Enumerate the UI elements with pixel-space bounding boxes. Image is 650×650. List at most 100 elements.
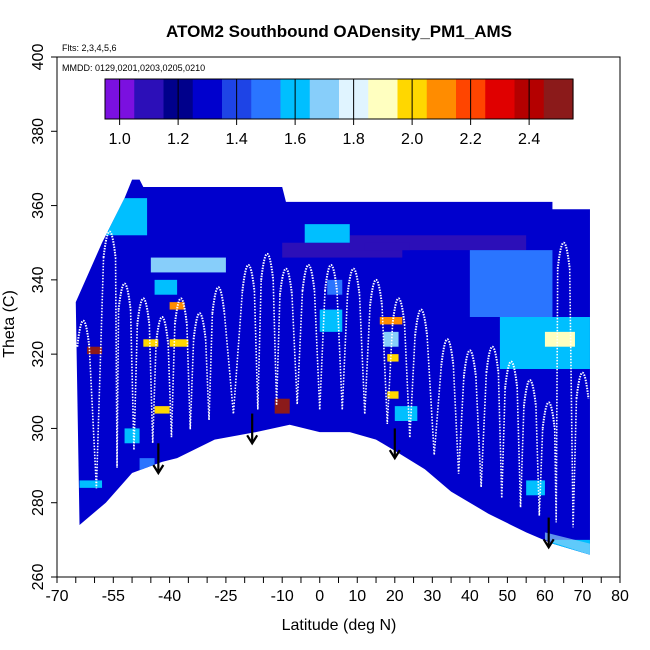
colorbar-tick-label: 2.0	[401, 131, 423, 148]
flight-track-segment	[336, 290, 349, 410]
flight-track-segment	[541, 401, 556, 429]
colorbar-tick-label: 2.4	[518, 131, 540, 148]
flight-track-segment	[575, 372, 590, 399]
flight-track-segment	[313, 290, 326, 410]
x-tick-label: -55	[102, 588, 125, 605]
flight-track-segment	[192, 312, 207, 340]
flight-track-segment	[323, 264, 338, 292]
colorbar-swatch	[426, 79, 457, 119]
arrow-layer	[152, 413, 555, 550]
y-tick-label: 400	[30, 44, 47, 71]
heatmap-cell	[154, 406, 170, 414]
colorbar-swatch	[309, 79, 340, 119]
x-tick-label: 60	[536, 588, 554, 605]
heatmap-cell	[304, 224, 350, 243]
flight-track-segment	[485, 346, 500, 373]
arrow-head-icon	[152, 464, 165, 476]
y-tick-label: 360	[30, 192, 47, 219]
colorbar-swatch	[368, 79, 399, 119]
x-tick-label: -10	[271, 588, 294, 605]
y-tick-label: 260	[30, 564, 47, 591]
flight-track-segment	[148, 324, 157, 444]
heatmap-cell	[387, 354, 399, 362]
heatmap-cell	[364, 242, 410, 251]
flight-track-segment	[535, 406, 544, 516]
flight-track-segment	[440, 338, 455, 366]
heatmap-cell	[394, 406, 418, 421]
x-tick-label: -70	[45, 588, 68, 605]
y-tick-label: 280	[30, 489, 47, 516]
flight-track-segment	[88, 257, 105, 489]
flight-track-segment	[497, 372, 506, 499]
flight-track-segment	[155, 316, 170, 344]
colorbar-swatch	[543, 79, 574, 119]
heatmap-cell	[87, 346, 103, 355]
colorbar-swatch	[485, 79, 516, 119]
heatmap-cell	[274, 398, 290, 414]
colorbar-swatch	[251, 79, 282, 119]
heatmap-cell	[327, 279, 343, 295]
heatmap-cell	[544, 331, 575, 347]
flight-track	[76, 230, 590, 528]
x-axis-label: Latitude (deg N)	[282, 617, 397, 634]
heatmap-cell	[79, 480, 103, 488]
flight-track-segment	[136, 297, 151, 325]
flight-track-segment	[414, 308, 429, 336]
x-tick-label: 10	[348, 588, 366, 605]
flights-subtitle: Flts: 2,3,4,5,6	[62, 43, 117, 53]
colorbar-swatch	[192, 79, 223, 119]
heatmap-cell	[379, 317, 403, 325]
x-tick-label: 0	[315, 588, 324, 605]
heatmap-cell	[169, 339, 189, 347]
colorbar-frame	[104, 78, 574, 120]
heatmap-cell	[383, 331, 399, 347]
y-tick-label: 320	[30, 341, 47, 368]
colorbar-tick-label: 1.8	[343, 131, 365, 148]
flight-track-segment	[278, 268, 293, 295]
flight-track-segment	[369, 279, 384, 306]
heatmap-cell	[143, 339, 159, 347]
y-axis: 260 280 300 320 340 360 380 400	[30, 44, 57, 591]
x-tick-label: 70	[574, 588, 592, 605]
y-axis-label: Theta (C)	[1, 290, 18, 358]
flight-track-segment	[426, 335, 443, 456]
flight-track-segment	[504, 360, 519, 388]
chart-title: ATOM2 Southbound OADensity_PM1_AMS	[166, 22, 512, 41]
arrow-head-icon	[246, 434, 259, 446]
flight-track-segment	[381, 305, 394, 425]
y-tick-label: 340	[30, 266, 47, 293]
flight-track-segment	[223, 290, 244, 414]
x-tick-label: 40	[461, 588, 479, 605]
flight-track-segment	[173, 297, 188, 325]
flight-track-segment	[186, 324, 195, 430]
x-tick-label: 80	[611, 588, 629, 605]
flight-track-segment	[391, 297, 406, 325]
y-tick-label: 300	[30, 415, 47, 442]
flight-track-segment	[452, 365, 465, 474]
flight-track-segment	[291, 290, 304, 405]
colorbar-swatch	[134, 79, 165, 119]
flight-track-segment	[114, 257, 120, 468]
x-tick-label: -40	[158, 588, 181, 605]
flight-track-segment	[301, 264, 316, 292]
flight-track-segment	[553, 268, 559, 523]
heatmap-cell	[102, 198, 148, 236]
colorbar-tick-label: 1.2	[167, 131, 189, 148]
colorbar-tick-label: 1.6	[284, 131, 306, 148]
flight-track-segment	[102, 230, 117, 258]
heatmap-cell	[154, 279, 178, 295]
heatmap-edge-fade	[544, 532, 590, 555]
flight-track-segment	[167, 324, 176, 438]
flight-track-segment	[253, 279, 262, 410]
heatmap-cell	[169, 302, 185, 310]
heatmap-cell	[150, 257, 226, 273]
flight-track-layer	[76, 230, 590, 528]
flight-track-segment	[117, 282, 132, 310]
flight-track-segment	[211, 286, 226, 314]
x-tick-label: -25	[214, 588, 237, 605]
flight-track-segment	[475, 372, 488, 488]
heatmap-cell	[319, 309, 343, 332]
y-tick-label: 380	[30, 118, 47, 145]
colorbar-tick-label: 2.2	[460, 131, 482, 148]
